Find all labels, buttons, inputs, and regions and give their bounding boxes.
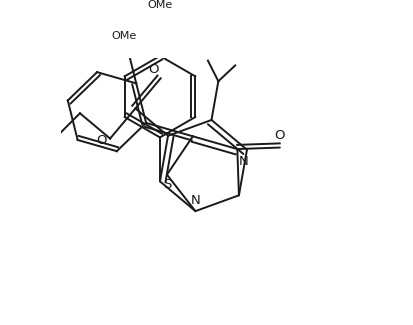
Text: N: N <box>238 155 247 168</box>
Text: O: O <box>148 63 159 76</box>
Text: OMe: OMe <box>112 31 137 41</box>
Text: N: N <box>190 194 200 207</box>
Text: S: S <box>162 178 171 191</box>
Text: OMe: OMe <box>147 0 172 10</box>
Text: O: O <box>274 129 285 142</box>
Text: O: O <box>96 134 107 147</box>
